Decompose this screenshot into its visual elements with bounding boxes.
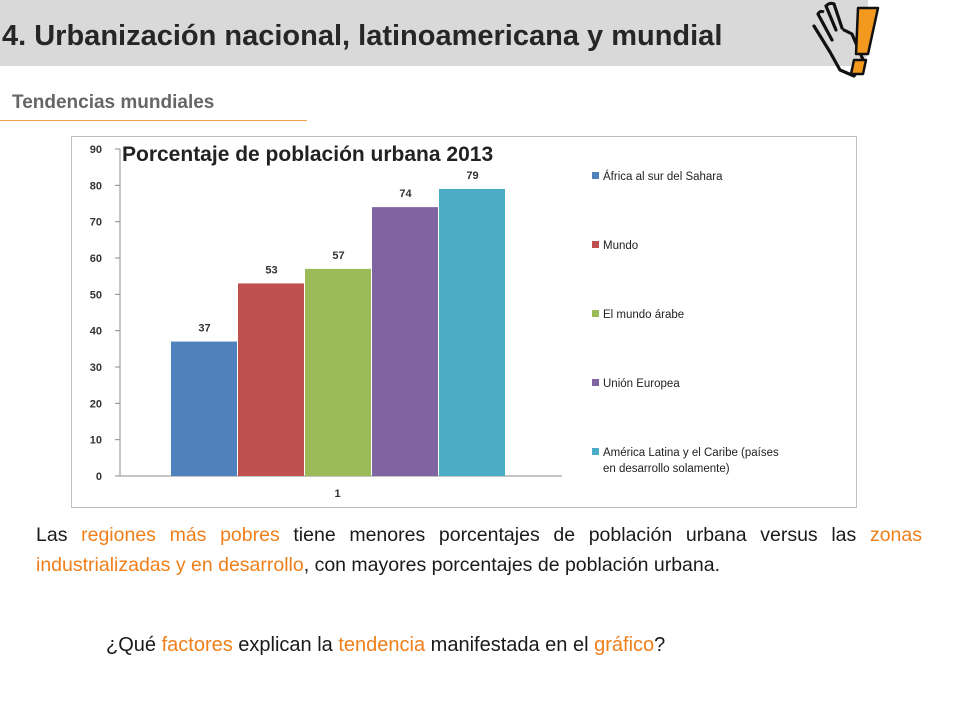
legend-swatch-4 xyxy=(592,379,599,386)
hand-exclamation-icon xyxy=(812,1,880,78)
legend-label: América Latina y el Caribe (países xyxy=(603,447,779,459)
bar-value-label: 37 xyxy=(198,323,210,335)
page-title: 4. Urbanización nacional, latinoamerican… xyxy=(2,20,723,52)
para-text-2: tiene menores porcentajes de población u… xyxy=(279,524,870,546)
header-bar xyxy=(0,0,868,66)
legend-swatch-5 xyxy=(592,448,599,455)
para-highlight-poor-regions: regiones más pobres xyxy=(81,524,280,546)
y-tick-label: 50 xyxy=(90,289,102,301)
question-highlight-tendencia: tendencia xyxy=(338,634,426,656)
section-subtitle: Tendencias mundiales xyxy=(12,92,215,113)
bar-value-label: 74 xyxy=(399,188,412,200)
legend-label: Mundo xyxy=(603,240,638,252)
question-part-3: manifestada en el xyxy=(425,634,595,656)
bar-value-label: 57 xyxy=(332,250,344,262)
question-text: ¿Qué factores explican la tendencia mani… xyxy=(106,634,665,657)
x-category-label: 1 xyxy=(334,488,340,500)
y-tick-label: 10 xyxy=(90,435,102,447)
y-tick-label: 0 xyxy=(96,471,102,483)
para-text-3: , con mayores porcentajes de población u… xyxy=(303,554,720,576)
legend-label: El mundo árabe xyxy=(603,309,684,321)
description-paragraph: Las regiones más pobres tiene menores po… xyxy=(36,520,922,580)
legend-swatch-2 xyxy=(592,241,599,248)
bar-4 xyxy=(372,207,438,476)
bar-value-label: 79 xyxy=(466,170,478,182)
legend-swatch-3 xyxy=(592,310,599,317)
bar-5 xyxy=(439,188,505,476)
chart-title: Porcentaje de población urbana 2013 xyxy=(122,143,493,166)
question-part-2: explican la xyxy=(232,634,339,656)
y-tick-label: 20 xyxy=(90,398,102,410)
y-tick-label: 40 xyxy=(90,326,102,338)
bar-chart: Porcentaje de población urbana 2013 0 10 20… xyxy=(90,143,779,500)
question-part-4: ? xyxy=(654,634,666,656)
question-highlight-factores: factores xyxy=(161,634,233,656)
bar-1 xyxy=(171,341,237,476)
subtitle-underline xyxy=(0,120,307,121)
bar-2 xyxy=(238,283,304,476)
para-highlight-industrialized-zones: zonas industrializadas y en desarrollo xyxy=(36,524,922,576)
question-part-1: ¿Qué xyxy=(106,634,162,656)
legend-label: Unión Europea xyxy=(603,378,680,390)
bar-3 xyxy=(305,268,371,476)
bar-value-label: 53 xyxy=(265,264,277,276)
chart-frame: Porcentaje de población urbana 2013 0 10 20… xyxy=(71,136,857,508)
y-tick-label: 60 xyxy=(90,253,102,265)
para-text-1: Las xyxy=(36,524,82,546)
y-tick-label: 90 xyxy=(90,144,102,156)
y-tick-label: 80 xyxy=(90,180,102,192)
legend-label: en desarrollo solamente) xyxy=(603,463,730,475)
legend-swatch-1 xyxy=(592,172,599,179)
y-tick-label: 70 xyxy=(90,217,102,229)
question-highlight-grafico: gráfico xyxy=(594,634,655,656)
legend-label: África al sur del Sahara xyxy=(603,170,723,183)
y-tick-label: 30 xyxy=(90,362,102,374)
